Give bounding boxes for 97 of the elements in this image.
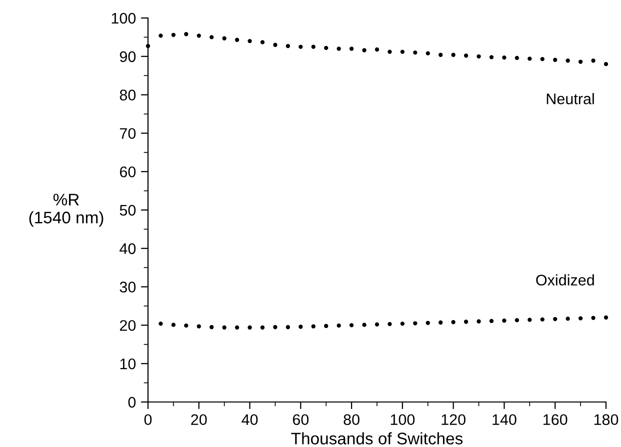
point bbox=[336, 46, 341, 51]
point bbox=[413, 321, 418, 326]
point bbox=[566, 58, 570, 63]
point bbox=[502, 318, 506, 323]
y-tick-label: 40 bbox=[120, 243, 136, 254]
point bbox=[413, 50, 418, 55]
point bbox=[158, 34, 163, 38]
point bbox=[540, 57, 544, 62]
point bbox=[196, 34, 201, 38]
y-tick-label: 80 bbox=[120, 90, 136, 100]
point bbox=[222, 36, 226, 40]
point bbox=[349, 323, 354, 328]
point bbox=[286, 325, 290, 330]
point bbox=[374, 47, 380, 52]
point bbox=[248, 325, 252, 330]
point bbox=[489, 318, 494, 324]
point bbox=[196, 324, 201, 328]
point bbox=[464, 320, 468, 324]
y-tick-label: 60 bbox=[120, 166, 136, 178]
point bbox=[489, 55, 494, 60]
point bbox=[273, 42, 278, 47]
x-tick-label: 160 bbox=[544, 414, 568, 426]
point bbox=[374, 322, 380, 327]
point bbox=[578, 316, 583, 320]
x-tick-label: 120 bbox=[442, 414, 466, 426]
x-tick-label: 140 bbox=[492, 414, 516, 426]
x-tick-label: 80 bbox=[344, 414, 360, 426]
point bbox=[476, 54, 481, 58]
point bbox=[502, 55, 506, 60]
point bbox=[273, 325, 278, 330]
point bbox=[210, 35, 214, 40]
point bbox=[260, 40, 265, 44]
point bbox=[451, 320, 456, 324]
point bbox=[171, 322, 176, 327]
y-tick-label: 0 bbox=[128, 396, 136, 408]
point bbox=[260, 325, 265, 330]
point bbox=[222, 325, 226, 330]
point bbox=[362, 48, 366, 52]
point bbox=[528, 318, 532, 322]
point bbox=[388, 50, 392, 54]
point bbox=[426, 51, 430, 56]
x-tick-label: 180 bbox=[594, 414, 618, 426]
point bbox=[553, 316, 558, 322]
point bbox=[604, 62, 608, 66]
point bbox=[591, 58, 596, 63]
y-axis-title: %R (1540 nm) bbox=[29, 194, 104, 227]
point bbox=[553, 58, 558, 62]
point bbox=[528, 56, 532, 61]
x-tick-label: 0 bbox=[144, 414, 152, 426]
point bbox=[476, 319, 481, 324]
point bbox=[514, 56, 520, 60]
x-tick-label: 100 bbox=[390, 414, 415, 426]
point bbox=[248, 38, 252, 44]
point bbox=[324, 324, 328, 328]
point bbox=[311, 44, 316, 49]
x-axis-title: Thousands of Switches bbox=[291, 432, 463, 444]
y-tick-label: 70 bbox=[120, 128, 136, 139]
point bbox=[604, 315, 608, 320]
point bbox=[298, 44, 303, 49]
point bbox=[349, 46, 354, 51]
point bbox=[400, 50, 405, 54]
point bbox=[171, 32, 176, 37]
point bbox=[158, 322, 163, 326]
point bbox=[464, 54, 468, 58]
point bbox=[514, 318, 520, 322]
point bbox=[184, 324, 188, 328]
series-label: Oxidized bbox=[536, 274, 594, 286]
point bbox=[540, 317, 544, 322]
point bbox=[591, 316, 596, 320]
point bbox=[566, 316, 570, 321]
point bbox=[234, 38, 240, 42]
y-tick-label: 50 bbox=[120, 204, 136, 216]
point bbox=[286, 44, 290, 48]
y-tick-label: 10 bbox=[120, 358, 136, 370]
x-tick-label: 40 bbox=[242, 414, 258, 426]
point bbox=[336, 324, 341, 328]
point bbox=[578, 60, 583, 64]
x-tick-label: 20 bbox=[191, 414, 207, 426]
point bbox=[451, 52, 456, 57]
point bbox=[362, 322, 366, 327]
point bbox=[438, 52, 443, 57]
y-tick-label: 100 bbox=[112, 12, 136, 24]
y-tick-label: 30 bbox=[120, 282, 136, 292]
point bbox=[400, 322, 405, 326]
point bbox=[324, 46, 328, 50]
point bbox=[388, 322, 392, 326]
point bbox=[438, 320, 443, 325]
y-tick-label: 20 bbox=[120, 320, 136, 331]
point bbox=[311, 324, 316, 328]
point bbox=[298, 324, 303, 329]
point bbox=[234, 325, 240, 330]
point bbox=[426, 320, 430, 325]
series-label: Neutral bbox=[546, 93, 594, 104]
x-tick-label: 60 bbox=[292, 414, 309, 426]
point bbox=[210, 325, 214, 330]
y-tick-label: 90 bbox=[120, 51, 136, 62]
point bbox=[184, 32, 188, 36]
